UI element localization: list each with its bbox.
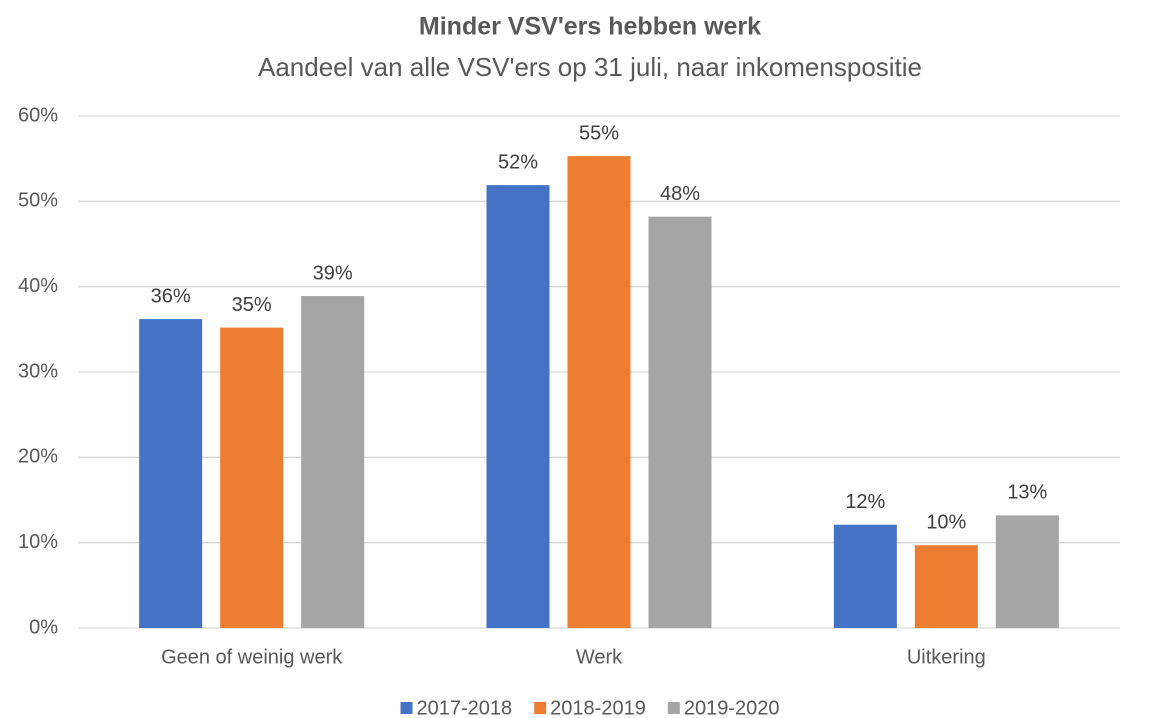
bar bbox=[567, 156, 631, 628]
data-label: 52% bbox=[498, 151, 538, 173]
legend-label: 2019-2020 bbox=[684, 697, 780, 718]
bar bbox=[220, 327, 284, 628]
y-tick-label: 20% bbox=[18, 446, 58, 468]
legend-label: 2018-2019 bbox=[550, 697, 646, 718]
y-tick-label: 50% bbox=[18, 190, 58, 212]
y-tick-label: 60% bbox=[18, 104, 58, 126]
legend-label: 2017-2018 bbox=[417, 697, 513, 718]
data-label: 13% bbox=[1007, 482, 1047, 504]
bar bbox=[995, 515, 1059, 628]
data-label: 35% bbox=[232, 294, 272, 316]
data-label: 39% bbox=[313, 262, 353, 284]
data-label: 55% bbox=[579, 122, 619, 144]
bar bbox=[914, 545, 978, 628]
x-tick-label: Geen of weinig werk bbox=[161, 646, 343, 668]
bar bbox=[648, 216, 712, 628]
bar bbox=[301, 296, 365, 628]
chart-title: Minder VSV'ers hebben werk bbox=[419, 13, 761, 41]
x-tick-label: Uitkering bbox=[907, 646, 986, 668]
bar bbox=[486, 185, 550, 628]
x-tick-label: Werk bbox=[576, 646, 623, 668]
bar bbox=[833, 524, 897, 628]
y-tick-label: 30% bbox=[18, 360, 58, 382]
y-tick-label: 40% bbox=[18, 275, 58, 297]
legend-swatch bbox=[400, 702, 413, 714]
data-label: 36% bbox=[151, 285, 191, 307]
y-tick-label: 10% bbox=[18, 531, 58, 553]
data-label: 12% bbox=[845, 491, 885, 513]
data-label: 10% bbox=[926, 512, 966, 534]
legend-swatch bbox=[534, 702, 547, 714]
y-tick-label: 0% bbox=[29, 616, 58, 638]
legend-swatch bbox=[667, 702, 680, 714]
data-label: 48% bbox=[660, 183, 700, 205]
chart-subtitle: Aandeel van alle VSV'ers op 31 juli, naa… bbox=[258, 52, 922, 82]
bar bbox=[139, 319, 203, 628]
